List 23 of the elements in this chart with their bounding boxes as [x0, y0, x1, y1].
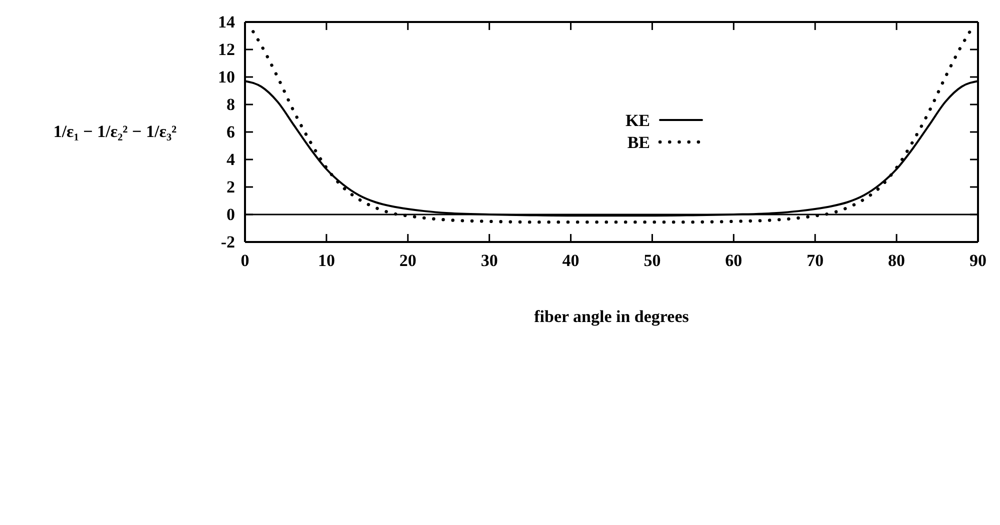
y-axis-title: 1/ε₁ − 1/ε₂² − 1/ε₃²	[53, 122, 177, 141]
x-tick-label: 40	[562, 251, 580, 270]
x-tick-label: 10	[318, 251, 335, 270]
x-tick-label: 70	[806, 251, 824, 270]
y-tick-label: 6	[226, 122, 235, 142]
x-tick-label: 30	[480, 251, 498, 270]
y-tick-label: 14	[218, 12, 236, 32]
y-tick-label: 12	[218, 40, 235, 59]
x-tick-label: 20	[399, 251, 416, 270]
x-tick-label: 90	[970, 251, 986, 270]
x-axis-title: fiber angle in degrees	[534, 307, 690, 326]
x-tick-label: 80	[888, 251, 906, 270]
y-tick-label: 10	[218, 67, 235, 86]
y-tick-label: 0	[226, 204, 235, 224]
y-tick-label: -2	[220, 232, 235, 252]
x-tick-label: 0	[240, 251, 250, 270]
y-tick-label: 4	[226, 150, 236, 169]
legend-label: BE	[627, 133, 650, 152]
x-tick-label: 50	[644, 251, 661, 270]
legend-label: KE	[625, 111, 650, 130]
y-tick-label: 8	[226, 94, 235, 114]
y-tick-label: 2	[226, 177, 235, 196]
x-tick-label: 60	[725, 251, 742, 270]
